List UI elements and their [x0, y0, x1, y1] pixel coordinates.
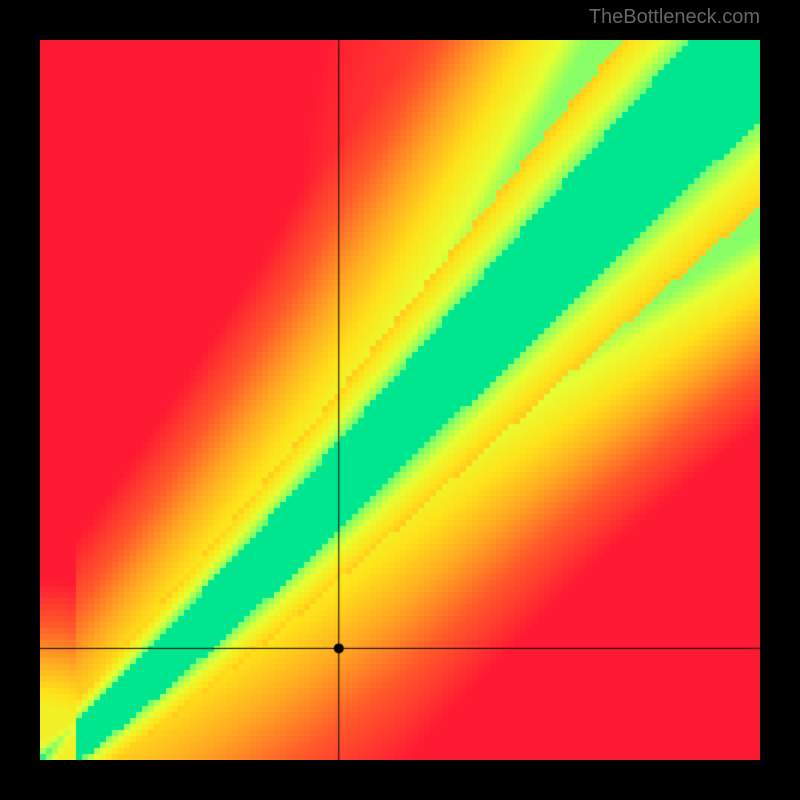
watermark-text: TheBottleneck.com	[589, 6, 760, 29]
bottleneck-heatmap	[40, 40, 760, 760]
chart-container: TheBottleneck.com	[0, 0, 800, 800]
